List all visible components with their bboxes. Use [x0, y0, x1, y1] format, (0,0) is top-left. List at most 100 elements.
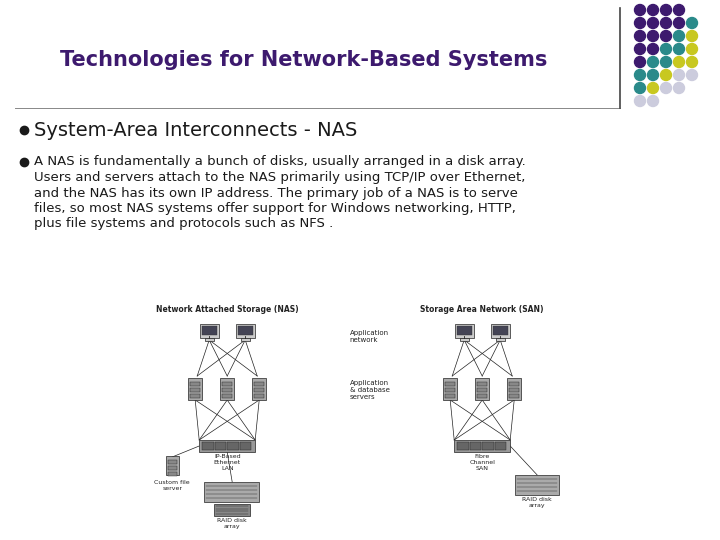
- Text: Application
& database
servers: Application & database servers: [350, 380, 390, 400]
- Circle shape: [647, 70, 659, 80]
- Circle shape: [686, 44, 698, 55]
- Bar: [482, 442, 494, 450]
- Bar: [495, 442, 506, 450]
- Circle shape: [673, 44, 685, 55]
- Bar: [492, 326, 508, 335]
- Bar: [236, 325, 255, 338]
- Bar: [457, 442, 469, 450]
- Bar: [168, 460, 176, 464]
- Bar: [222, 394, 233, 399]
- Text: and the NAS has its own IP address. The primary job of a NAS is to serve: and the NAS has its own IP address. The …: [34, 186, 518, 199]
- Circle shape: [647, 4, 659, 16]
- Circle shape: [634, 17, 646, 29]
- Bar: [202, 442, 214, 450]
- Circle shape: [660, 17, 672, 29]
- Circle shape: [686, 57, 698, 68]
- Bar: [240, 442, 251, 450]
- Circle shape: [647, 30, 659, 42]
- Bar: [190, 394, 200, 399]
- Bar: [445, 394, 455, 399]
- Bar: [222, 388, 233, 393]
- Bar: [238, 326, 253, 335]
- Bar: [200, 325, 219, 338]
- Text: Technologies for Network-Based Systems: Technologies for Network-Based Systems: [60, 50, 547, 70]
- Circle shape: [634, 83, 646, 93]
- Bar: [254, 388, 264, 393]
- Bar: [188, 379, 202, 400]
- Circle shape: [634, 30, 646, 42]
- Bar: [477, 388, 487, 393]
- Bar: [166, 456, 179, 475]
- Circle shape: [660, 44, 672, 55]
- Circle shape: [660, 30, 672, 42]
- Circle shape: [660, 83, 672, 93]
- Circle shape: [673, 30, 685, 42]
- Bar: [469, 442, 481, 450]
- Bar: [252, 379, 266, 400]
- Circle shape: [673, 83, 685, 93]
- Bar: [491, 325, 510, 338]
- Circle shape: [634, 57, 646, 68]
- Circle shape: [686, 30, 698, 42]
- Circle shape: [634, 4, 646, 16]
- Bar: [475, 379, 490, 400]
- Bar: [190, 382, 200, 387]
- Bar: [509, 394, 519, 399]
- Bar: [445, 382, 455, 387]
- Bar: [477, 394, 487, 399]
- Circle shape: [673, 70, 685, 80]
- Bar: [459, 338, 469, 341]
- Circle shape: [647, 57, 659, 68]
- Bar: [202, 326, 217, 335]
- Bar: [445, 388, 455, 393]
- Circle shape: [634, 44, 646, 55]
- Bar: [204, 338, 214, 341]
- Circle shape: [660, 57, 672, 68]
- Circle shape: [673, 17, 685, 29]
- Circle shape: [634, 96, 646, 106]
- Bar: [254, 394, 264, 399]
- Text: files, so most NAS systems offer support for Windows networking, HTTP,: files, so most NAS systems offer support…: [34, 202, 516, 215]
- Text: Storage Area Network (SAN): Storage Area Network (SAN): [420, 305, 544, 314]
- Circle shape: [660, 4, 672, 16]
- Circle shape: [647, 17, 659, 29]
- Bar: [254, 382, 264, 387]
- Circle shape: [686, 17, 698, 29]
- Text: Custom file
server: Custom file server: [154, 480, 190, 491]
- Bar: [509, 388, 519, 393]
- Bar: [456, 326, 472, 335]
- Text: System-Area Interconnects - NAS: System-Area Interconnects - NAS: [34, 120, 357, 139]
- Circle shape: [647, 83, 659, 93]
- Text: IP-Based
Ethernet
LAN: IP-Based Ethernet LAN: [214, 454, 240, 470]
- Bar: [168, 466, 176, 470]
- Bar: [220, 379, 235, 400]
- Circle shape: [673, 4, 685, 16]
- Bar: [477, 382, 487, 387]
- Bar: [509, 382, 519, 387]
- Bar: [443, 379, 457, 400]
- Text: Fibre
Channel
SAN: Fibre Channel SAN: [469, 454, 495, 470]
- Text: Application
network: Application network: [350, 330, 389, 343]
- Text: plus file systems and protocols such as NFS .: plus file systems and protocols such as …: [34, 218, 333, 231]
- Circle shape: [647, 44, 659, 55]
- Bar: [204, 482, 259, 502]
- Bar: [495, 338, 505, 341]
- Circle shape: [634, 70, 646, 80]
- Bar: [215, 504, 251, 516]
- Bar: [228, 442, 239, 450]
- Bar: [168, 472, 176, 476]
- Text: RAID disk
array: RAID disk array: [217, 518, 247, 529]
- Bar: [454, 440, 510, 452]
- Bar: [222, 382, 233, 387]
- Circle shape: [660, 70, 672, 80]
- Bar: [240, 338, 250, 341]
- Text: Users and servers attach to the NAS primarily using TCP/IP over Ethernet,: Users and servers attach to the NAS prim…: [34, 171, 526, 184]
- Text: A NAS is fundamentally a bunch of disks, usually arranged in a disk array.: A NAS is fundamentally a bunch of disks,…: [34, 156, 526, 168]
- Bar: [507, 379, 521, 400]
- Text: Network Attached Storage (NAS): Network Attached Storage (NAS): [156, 305, 299, 314]
- Bar: [516, 475, 559, 495]
- Bar: [455, 325, 474, 338]
- Circle shape: [686, 70, 698, 80]
- Circle shape: [647, 96, 659, 106]
- Bar: [199, 440, 255, 452]
